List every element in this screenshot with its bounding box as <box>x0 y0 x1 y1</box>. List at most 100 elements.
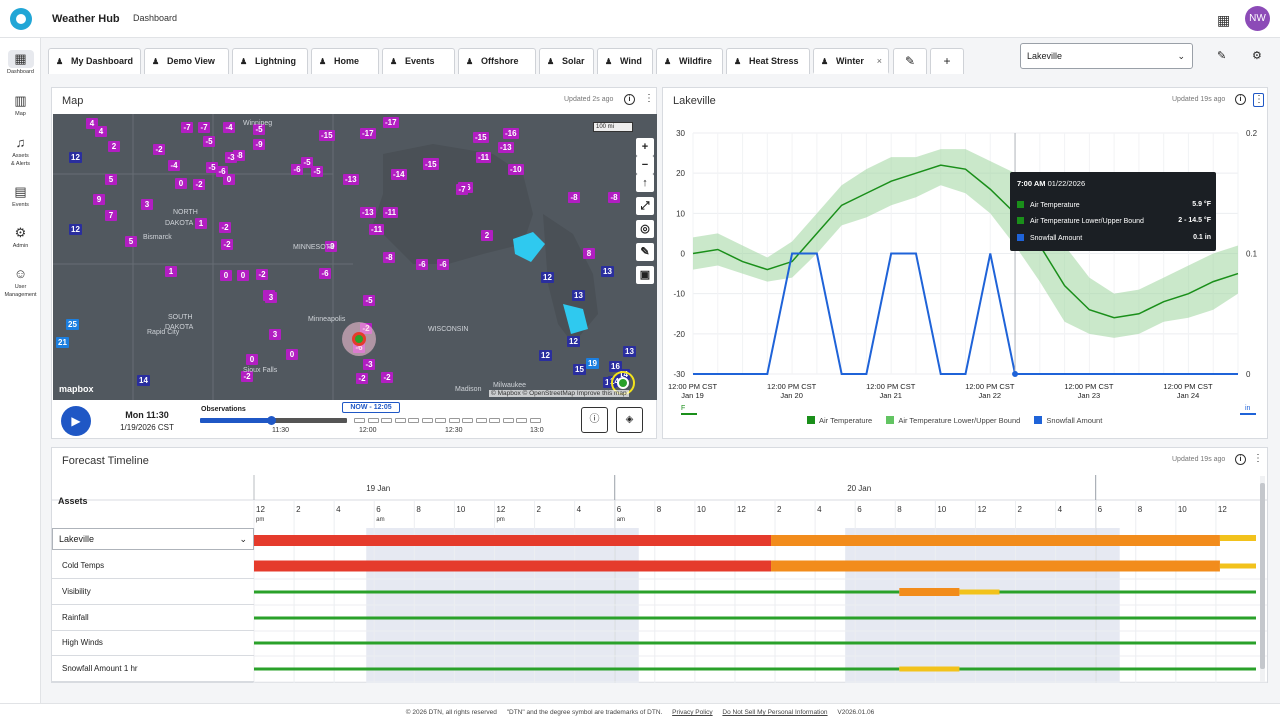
station-label[interactable]: -13 <box>343 174 359 185</box>
asset-row-rainfall[interactable]: Rainfall <box>52 605 254 631</box>
map-attribution[interactable]: © Mapbox © OpenStreetMap Improve this ma… <box>489 390 629 397</box>
edit-icon[interactable]: ✎ <box>1217 50 1227 62</box>
station-label[interactable]: 14 <box>608 376 621 387</box>
station-label[interactable]: -17 <box>383 117 399 128</box>
station-label[interactable]: 1 <box>195 218 207 229</box>
station-label[interactable]: -5 <box>203 136 215 147</box>
close-icon[interactable]: × <box>876 56 882 66</box>
play-button[interactable]: ▶ <box>61 406 91 436</box>
sidebar-item-user-management[interactable]: ☺ User Management <box>0 265 41 299</box>
zoom-out-button[interactable]: − <box>636 156 654 174</box>
station-label[interactable]: 0 <box>223 174 235 185</box>
tab-solar[interactable]: ♟ Solar <box>539 48 594 74</box>
station-label[interactable]: 14 <box>617 369 630 380</box>
risk-segment[interactable] <box>254 590 900 594</box>
gear-icon[interactable]: ⚙ <box>1252 50 1262 62</box>
station-label[interactable]: -13 <box>498 142 514 153</box>
station-label[interactable]: 4 <box>95 126 107 137</box>
legend-item[interactable]: Air Temperature <box>807 416 872 425</box>
station-label[interactable]: 25 <box>66 319 79 330</box>
privacy-policy-link[interactable]: Privacy Policy <box>672 709 713 716</box>
station-label[interactable]: -6 <box>291 164 303 175</box>
location-marker[interactable] <box>339 319 379 359</box>
station-label[interactable]: -6 <box>416 259 428 270</box>
risk-segment[interactable] <box>771 535 1220 546</box>
station-label[interactable]: -4 <box>223 122 235 133</box>
station-label[interactable]: -15 <box>473 132 489 143</box>
station-label[interactable]: -6 <box>437 259 449 270</box>
risk-segment[interactable] <box>1219 535 1256 541</box>
station-label[interactable]: -7 <box>456 184 468 195</box>
tab-wildfire[interactable]: ♟ Wildfire <box>656 48 723 74</box>
station-label[interactable]: -16 <box>503 128 519 139</box>
station-label[interactable]: 0 <box>220 270 232 281</box>
station-label[interactable]: 14 <box>137 375 150 386</box>
more-options-icon[interactable]: ⋮ <box>1253 453 1263 464</box>
station-label[interactable]: -9 <box>253 139 265 150</box>
station-label[interactable]: -11 <box>383 207 399 218</box>
risk-segment[interactable] <box>1219 563 1256 569</box>
station-label[interactable]: -2 <box>193 179 205 190</box>
fullscreen-icon[interactable]: ⤢ <box>636 197 654 215</box>
info-icon[interactable]: i <box>624 94 635 105</box>
station-label[interactable]: -11 <box>369 224 385 235</box>
risk-segment[interactable] <box>254 641 1256 645</box>
measure-icon[interactable]: ✎ <box>636 243 654 261</box>
more-options-icon[interactable]: ⋮ <box>644 93 654 104</box>
station-label[interactable]: -15 <box>319 130 335 141</box>
station-label[interactable]: 15 <box>573 364 586 375</box>
station-label[interactable]: 12 <box>69 152 82 163</box>
tab-events[interactable]: ♟ Events <box>382 48 455 74</box>
asset-row-snowfall-amount-1-hr[interactable]: Snowfall Amount 1 hr <box>52 656 254 682</box>
station-label[interactable]: 12 <box>69 224 82 235</box>
map-canvas[interactable]: 4 4 -7 -7 -4 -5 -17 -15 -17 -16 -15 -13 12 2 -2 -5 -8 -9-… <box>53 114 657 400</box>
station-label[interactable]: 13 <box>572 290 585 301</box>
risk-segment[interactable] <box>999 590 1256 594</box>
risk-segment[interactable] <box>959 667 1256 671</box>
app-logo[interactable] <box>10 8 32 30</box>
station-label[interactable]: 21 <box>56 337 69 348</box>
station-label[interactable]: 4 <box>86 118 98 129</box>
tab-lightning[interactable]: ♟ Lightning <box>232 48 308 74</box>
station-label[interactable]: -8 <box>233 150 245 161</box>
station-label[interactable]: 0 <box>286 349 298 360</box>
station-label[interactable]: 12 <box>539 350 552 361</box>
playback-handle[interactable] <box>267 416 276 425</box>
playback-timeline[interactable] <box>200 418 543 423</box>
station-label[interactable]: 8 <box>583 248 595 259</box>
station-label[interactable]: -7 <box>181 122 193 133</box>
station-label[interactable]: 0 <box>175 178 187 189</box>
station-label[interactable]: -2 <box>219 222 231 233</box>
tab-demo-view[interactable]: ♟ Demo View <box>144 48 229 74</box>
station-label[interactable]: -11 <box>476 152 492 163</box>
risk-segment[interactable] <box>959 589 1000 595</box>
breadcrumb[interactable]: Dashboard <box>133 13 178 23</box>
station-label[interactable]: -2 <box>221 239 233 250</box>
station-label[interactable]: -2 <box>241 371 253 382</box>
station-label[interactable]: 12 <box>567 336 580 347</box>
lock-icon[interactable]: ▣ <box>636 266 654 284</box>
risk-segment[interactable] <box>771 560 1220 572</box>
station-label[interactable]: 3 <box>269 329 281 340</box>
now-badge[interactable]: NOW - 12:05 <box>342 402 400 413</box>
asset-row-high-winds[interactable]: High Winds <box>52 630 254 656</box>
legend-item[interactable]: Air Temperature Lower/Upper Bound <box>886 416 1020 425</box>
station-label[interactable]: 0 <box>246 354 258 365</box>
station-label[interactable]: -2 <box>356 373 368 384</box>
sidebar-item-map[interactable]: ▥ Map <box>0 92 41 118</box>
station-label[interactable]: -5 <box>206 162 218 173</box>
snowfall-line[interactable] <box>693 252 1238 375</box>
station-label[interactable]: 12 <box>541 272 554 283</box>
station-label[interactable]: -5 <box>301 157 313 168</box>
more-options-icon[interactable]: ⋮ <box>1253 93 1264 107</box>
tab-heat-stress[interactable]: ♟ Heat Stress <box>726 48 810 74</box>
location-select[interactable]: Lakeville ⌄ <box>1020 43 1193 69</box>
station-label[interactable]: -6 <box>319 268 331 279</box>
user-avatar[interactable]: NW <box>1245 6 1270 31</box>
sidebar-item-assets-alerts[interactable]: ♫ Assets & Alerts <box>0 134 41 168</box>
edit-tabs-button[interactable]: ✎ <box>893 48 927 74</box>
sidebar-item-events[interactable]: ▤ Events <box>0 183 41 209</box>
chevron-down-icon[interactable]: ⌄ <box>239 534 247 544</box>
risk-segment[interactable] <box>899 588 960 596</box>
